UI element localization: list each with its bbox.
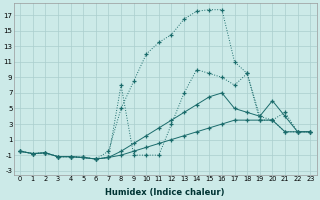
X-axis label: Humidex (Indice chaleur): Humidex (Indice chaleur)	[106, 188, 225, 197]
